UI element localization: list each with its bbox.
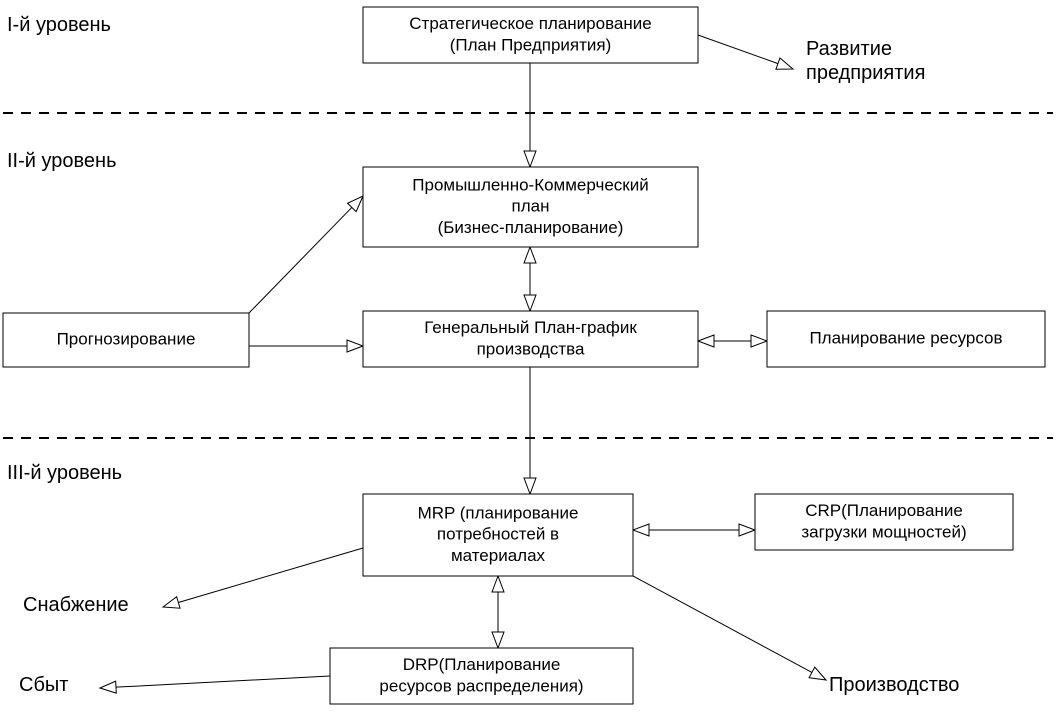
level-label-l2: II-й уровень: [7, 150, 117, 172]
level-label-l3: III-й уровень: [7, 462, 122, 484]
label-sales: Сбыт: [19, 674, 68, 696]
level-label-l1: I-й уровень: [7, 14, 111, 36]
box-resplan-text: Планирование ресурсов: [809, 329, 1002, 348]
box-forecast-text: Прогнозирование: [57, 330, 196, 349]
label-supply: Снабжение: [23, 594, 129, 616]
label-production: Производство: [829, 674, 959, 696]
